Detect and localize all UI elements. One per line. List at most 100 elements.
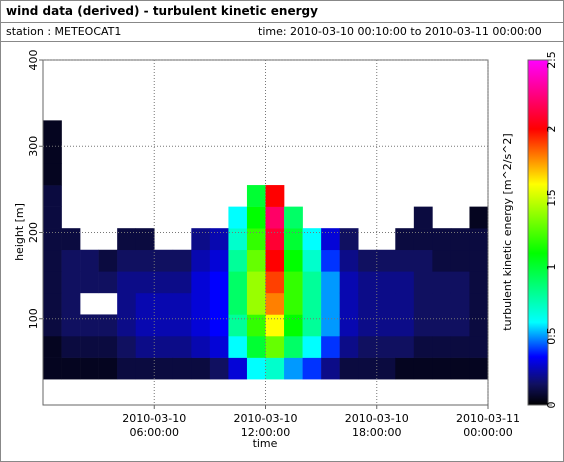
station: station : METEOCAT1 — [6, 25, 121, 38]
heat-cell — [265, 228, 285, 251]
heat-cell — [246, 249, 266, 272]
heat-cell — [395, 292, 415, 315]
heat-cell — [209, 228, 229, 251]
heat-cell — [246, 271, 266, 294]
heat-cell — [191, 228, 211, 251]
heat-cell — [376, 292, 396, 315]
heat-cell — [98, 271, 118, 294]
heat-cell — [61, 271, 81, 294]
heat-cell — [43, 292, 62, 315]
heat-cell — [228, 314, 248, 337]
heat-cell — [117, 271, 137, 294]
heat-cell — [284, 206, 303, 229]
y-tick-label: 300 — [27, 136, 40, 157]
heat-cell — [228, 357, 248, 380]
heat-cell — [43, 271, 62, 294]
heat-cell — [302, 249, 322, 272]
heat-cell — [284, 314, 303, 337]
heat-cell — [154, 292, 174, 315]
heat-cell — [265, 206, 285, 229]
heat-cell — [469, 271, 489, 294]
heat-cell — [358, 336, 378, 358]
heat-cell — [172, 314, 192, 337]
heat-cell — [209, 314, 229, 337]
heat-cell — [450, 228, 470, 251]
heat-cell — [43, 357, 62, 380]
heat-cell — [395, 228, 415, 251]
heat-cell — [339, 292, 359, 315]
heat-cell — [432, 271, 452, 294]
heat-cell — [358, 271, 378, 294]
heat-cell — [302, 314, 322, 337]
heat-cell — [43, 120, 62, 143]
heat-cell — [43, 185, 62, 207]
heat-cell — [154, 249, 174, 272]
heat-cell — [135, 249, 155, 272]
heat-cell — [302, 292, 322, 315]
heat-cell — [98, 249, 118, 272]
heat-cell — [209, 336, 229, 358]
heat-cell — [265, 249, 285, 272]
heat-cell — [413, 206, 433, 229]
heat-cell — [432, 292, 452, 315]
y-tick-label: 100 — [27, 308, 40, 329]
colorbar-tick-label: 2 — [545, 126, 558, 133]
heat-cell — [43, 249, 62, 272]
heat-cell — [469, 206, 489, 229]
heat-cell — [246, 228, 266, 251]
heat-cell — [413, 336, 433, 358]
heat-cell — [43, 163, 62, 186]
y-tick-label: 400 — [27, 50, 40, 71]
heat-cell — [413, 249, 433, 272]
heat-cell — [302, 271, 322, 294]
heat-cell — [61, 336, 81, 358]
heat-cell — [80, 336, 99, 358]
heat-cell — [395, 249, 415, 272]
heat-cell — [135, 314, 155, 337]
heat-cell — [117, 292, 137, 315]
heat-cell — [246, 185, 266, 207]
heat-cell — [246, 292, 266, 315]
heat-cell — [376, 249, 396, 272]
heat-cell — [432, 314, 452, 337]
heat-cell — [61, 357, 81, 380]
heat-cell — [413, 228, 433, 251]
heat-cell — [228, 336, 248, 358]
heat-cell — [265, 271, 285, 294]
heat-cell — [339, 271, 359, 294]
heat-cell — [302, 228, 322, 251]
heat-cell — [154, 271, 174, 294]
heat-cell — [135, 228, 155, 251]
colorbar-tick-label: 0.5 — [545, 327, 558, 345]
heat-cell — [80, 271, 99, 294]
heat-cell — [246, 206, 266, 229]
heat-cell — [432, 336, 452, 358]
heat-cell — [154, 336, 174, 358]
heat-cell — [154, 357, 174, 380]
heat-cell — [265, 357, 285, 380]
heat-cell — [413, 357, 433, 380]
heat-cell — [302, 336, 322, 358]
heat-cell — [43, 206, 62, 229]
heat-cell — [358, 357, 378, 380]
x-axis-label: time — [253, 437, 278, 450]
heat-cell — [284, 228, 303, 251]
heat-cell — [469, 314, 489, 337]
heat-cell — [469, 228, 489, 251]
colorbar-tick-label: 1.5 — [545, 189, 558, 207]
heat-cell — [321, 314, 340, 337]
heat-cell — [117, 314, 137, 337]
heat-cell — [265, 292, 285, 315]
heat-cell — [284, 292, 303, 315]
heat-cell — [413, 292, 433, 315]
heat-cell — [265, 185, 285, 207]
heat-cell — [358, 249, 378, 272]
y-axis-label: height [m] — [13, 203, 26, 261]
heat-cell — [395, 336, 415, 358]
heat-cell — [117, 228, 137, 251]
heat-cell — [358, 292, 378, 315]
heat-cell — [376, 271, 396, 294]
heat-cell — [191, 357, 211, 380]
colorbar-tick-label: 1 — [545, 264, 558, 271]
colorbar — [527, 59, 549, 406]
